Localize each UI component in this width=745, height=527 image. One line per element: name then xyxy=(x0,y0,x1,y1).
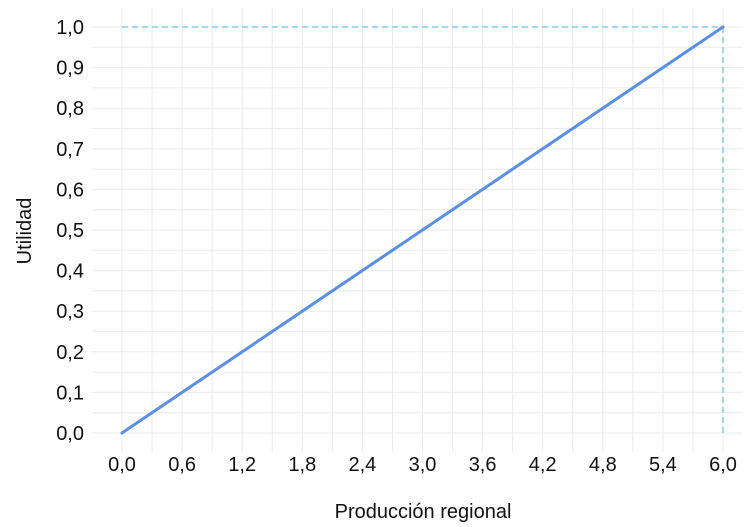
y-axis-title: Utilidad xyxy=(14,198,36,265)
y-tick-label: 0,9 xyxy=(56,58,84,80)
x-tick-label: 0,0 xyxy=(108,454,136,476)
y-tick-label: 0,2 xyxy=(56,342,84,364)
x-tick-label: 2,4 xyxy=(348,454,376,476)
x-tick-label: 5,4 xyxy=(649,454,677,476)
y-tick-label: 0,0 xyxy=(56,423,84,445)
series-line xyxy=(120,25,725,435)
series-group xyxy=(120,25,725,435)
y-tick-label: 0,5 xyxy=(56,220,84,242)
x-axis-title: Producción regional xyxy=(335,501,512,523)
grid xyxy=(92,8,743,452)
y-tick-label: 0,4 xyxy=(56,261,84,283)
x-tick-labels: 0,0 0,6 1,2 1,8 2,4 3,0 3,6 4,2 4,8 5,4 6,0 xyxy=(108,454,737,476)
y-tick-label: 0,6 xyxy=(56,179,84,201)
x-tick-label: 1,2 xyxy=(228,454,256,476)
y-tick-labels: 0,0 0,1 0,2 0,3 0,4 0,5 0,6 0,7 0,8 0,9 1,0 xyxy=(56,17,84,445)
x-tick-label: 1,8 xyxy=(288,454,316,476)
y-tick-label: 0,3 xyxy=(56,301,84,323)
x-tick-label: 0,6 xyxy=(168,454,196,476)
x-tick-label: 4,2 xyxy=(529,454,557,476)
reference-lines xyxy=(122,26,724,433)
y-tick-label: 0,7 xyxy=(56,139,84,161)
x-tick-label: 6,0 xyxy=(709,454,737,476)
y-tick-label: 0,8 xyxy=(56,98,84,120)
y-tick-label: 0,1 xyxy=(56,382,84,404)
y-tick-label: 1,0 xyxy=(56,17,84,39)
x-tick-label: 4,8 xyxy=(589,454,617,476)
x-tick-label: 3,0 xyxy=(409,454,437,476)
x-tick-label: 3,6 xyxy=(469,454,497,476)
